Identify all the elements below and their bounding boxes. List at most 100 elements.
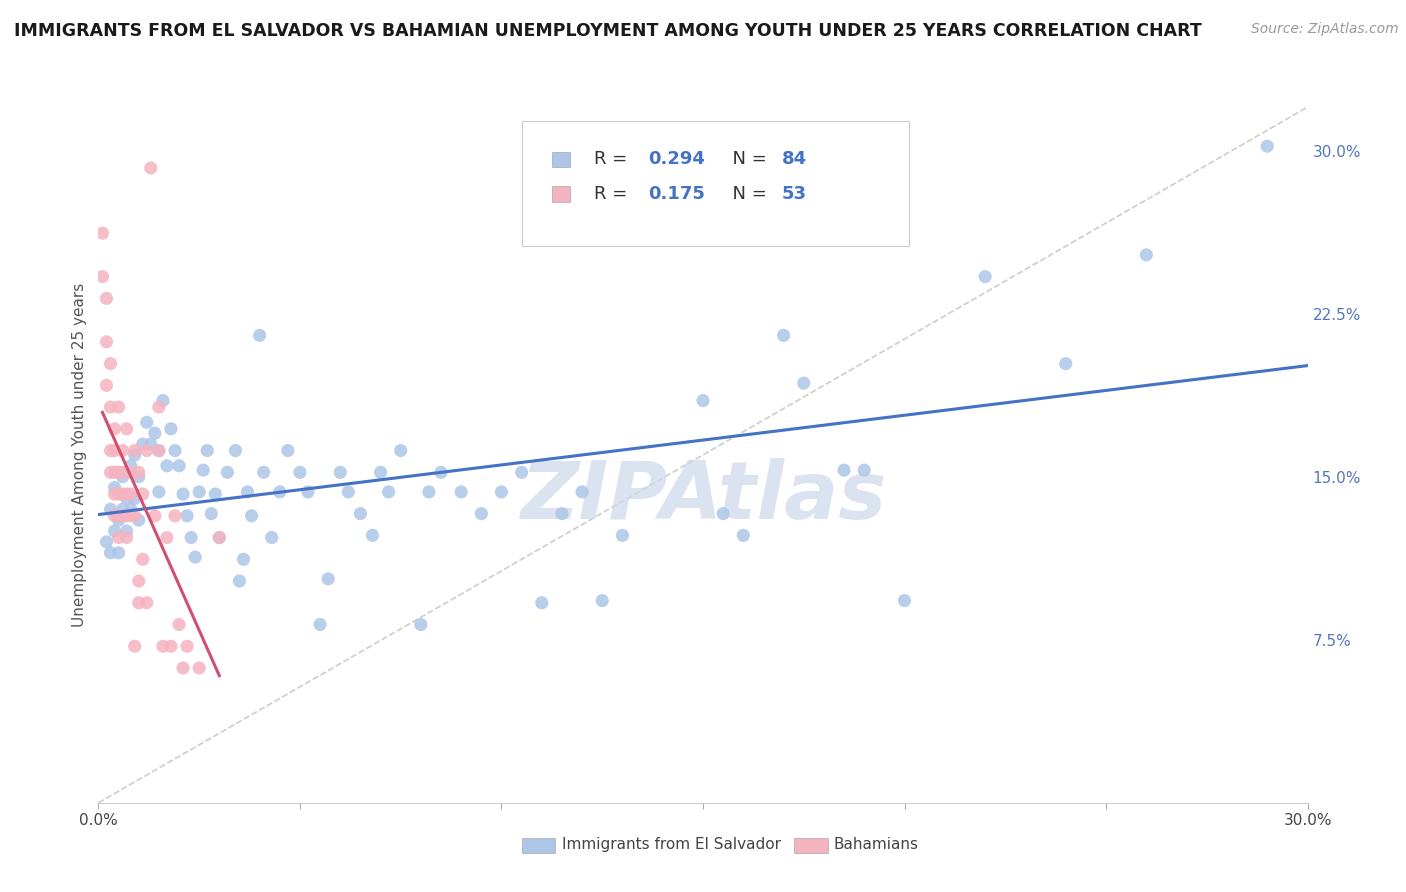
Point xyxy=(103,508,125,523)
Text: Bahamians: Bahamians xyxy=(834,837,918,852)
Point xyxy=(143,508,166,523)
Point xyxy=(591,593,613,607)
Point xyxy=(111,487,134,501)
Point xyxy=(793,376,815,391)
Point xyxy=(853,463,876,477)
FancyBboxPatch shape xyxy=(551,152,571,167)
Point xyxy=(115,508,138,523)
Point xyxy=(139,161,162,175)
Text: 53: 53 xyxy=(782,185,807,203)
Point xyxy=(389,443,412,458)
Point xyxy=(148,443,170,458)
Point xyxy=(253,466,276,480)
Point xyxy=(309,617,332,632)
Point xyxy=(167,617,190,632)
Point xyxy=(124,448,146,462)
Point xyxy=(139,437,162,451)
Point xyxy=(132,552,155,566)
Point xyxy=(337,484,360,499)
Y-axis label: Unemployment Among Youth under 25 years: Unemployment Among Youth under 25 years xyxy=(72,283,87,627)
Point xyxy=(176,508,198,523)
Point xyxy=(120,508,142,523)
Point xyxy=(349,507,371,521)
Point xyxy=(107,513,129,527)
Point xyxy=(236,484,259,499)
Point xyxy=(974,269,997,284)
Point xyxy=(115,422,138,436)
Text: IMMIGRANTS FROM EL SALVADOR VS BAHAMIAN UNEMPLOYMENT AMONG YOUTH UNDER 25 YEARS : IMMIGRANTS FROM EL SALVADOR VS BAHAMIAN … xyxy=(14,22,1202,40)
Text: Source: ZipAtlas.com: Source: ZipAtlas.com xyxy=(1251,22,1399,37)
Point xyxy=(188,661,211,675)
Point xyxy=(772,328,794,343)
Text: 0.294: 0.294 xyxy=(648,150,706,169)
Point xyxy=(316,572,339,586)
Point xyxy=(260,531,283,545)
Point xyxy=(96,378,118,392)
Point xyxy=(120,466,142,480)
Point xyxy=(124,491,146,506)
Point xyxy=(1054,357,1077,371)
Point xyxy=(143,426,166,441)
Point xyxy=(193,463,215,477)
Point xyxy=(103,422,125,436)
Point xyxy=(571,484,593,499)
Text: R =: R = xyxy=(595,150,633,169)
Point xyxy=(107,508,129,523)
Point xyxy=(111,469,134,483)
Point xyxy=(733,528,755,542)
Point xyxy=(152,639,174,653)
Point xyxy=(120,458,142,473)
Point xyxy=(176,639,198,653)
Point xyxy=(96,534,118,549)
Point xyxy=(156,531,179,545)
Point xyxy=(100,443,122,458)
Point xyxy=(188,484,211,499)
Text: 84: 84 xyxy=(782,150,807,169)
Point xyxy=(200,507,222,521)
Point xyxy=(115,524,138,538)
Point xyxy=(224,443,246,458)
Point xyxy=(128,513,150,527)
Point xyxy=(103,443,125,458)
Point xyxy=(107,466,129,480)
FancyBboxPatch shape xyxy=(522,121,908,246)
Point xyxy=(208,531,231,545)
Point xyxy=(91,226,114,240)
Point xyxy=(160,422,183,436)
Point xyxy=(128,574,150,588)
Point xyxy=(167,458,190,473)
Point xyxy=(370,466,392,480)
Point xyxy=(491,484,513,499)
Point xyxy=(470,507,492,521)
Point xyxy=(832,463,855,477)
FancyBboxPatch shape xyxy=(522,838,555,853)
Point xyxy=(115,491,138,506)
Point xyxy=(240,508,263,523)
Point xyxy=(409,617,432,632)
Point xyxy=(100,357,122,371)
Point xyxy=(124,508,146,523)
Point xyxy=(711,507,734,521)
Point xyxy=(377,484,399,499)
Point xyxy=(430,466,453,480)
Point xyxy=(228,574,250,588)
Point xyxy=(217,466,239,480)
FancyBboxPatch shape xyxy=(551,186,571,202)
Point xyxy=(184,550,207,565)
Point xyxy=(107,400,129,414)
Point xyxy=(510,466,533,480)
Point xyxy=(530,596,553,610)
Point xyxy=(124,639,146,653)
Text: N =: N = xyxy=(721,185,773,203)
Point xyxy=(269,484,291,499)
Point xyxy=(132,487,155,501)
Point xyxy=(160,639,183,653)
Text: R =: R = xyxy=(595,185,633,203)
Point xyxy=(115,531,138,545)
Point xyxy=(148,400,170,414)
Point xyxy=(163,443,186,458)
Point xyxy=(152,393,174,408)
Point xyxy=(450,484,472,499)
Point xyxy=(120,502,142,516)
Point xyxy=(1256,139,1278,153)
